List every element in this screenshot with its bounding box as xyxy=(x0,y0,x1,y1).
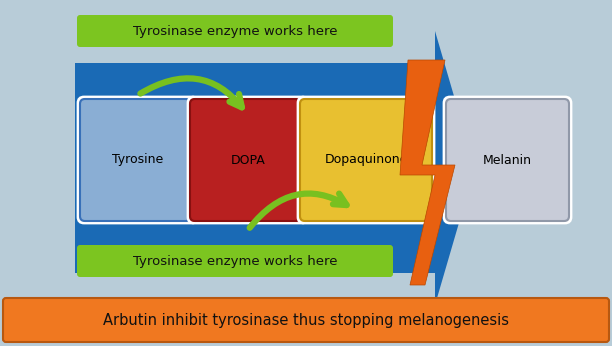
FancyBboxPatch shape xyxy=(298,97,434,223)
FancyBboxPatch shape xyxy=(78,97,198,223)
Text: Tyrosinase enzyme works here: Tyrosinase enzyme works here xyxy=(133,25,337,37)
Text: Melanin: Melanin xyxy=(483,154,532,166)
FancyBboxPatch shape xyxy=(3,298,609,342)
FancyBboxPatch shape xyxy=(444,97,571,223)
FancyBboxPatch shape xyxy=(77,15,393,47)
Text: Arbutin inhibit tyrosinase thus stopping melanogenesis: Arbutin inhibit tyrosinase thus stopping… xyxy=(103,312,509,328)
Polygon shape xyxy=(75,31,475,305)
Text: Tyrosinase enzyme works here: Tyrosinase enzyme works here xyxy=(133,255,337,267)
Polygon shape xyxy=(400,60,455,285)
Text: Dopaquinone: Dopaquinone xyxy=(324,154,408,166)
Text: Tyrosine: Tyrosine xyxy=(113,154,163,166)
FancyBboxPatch shape xyxy=(188,97,308,223)
FancyBboxPatch shape xyxy=(76,116,444,220)
Text: DOPA: DOPA xyxy=(231,154,266,166)
FancyBboxPatch shape xyxy=(77,245,393,277)
